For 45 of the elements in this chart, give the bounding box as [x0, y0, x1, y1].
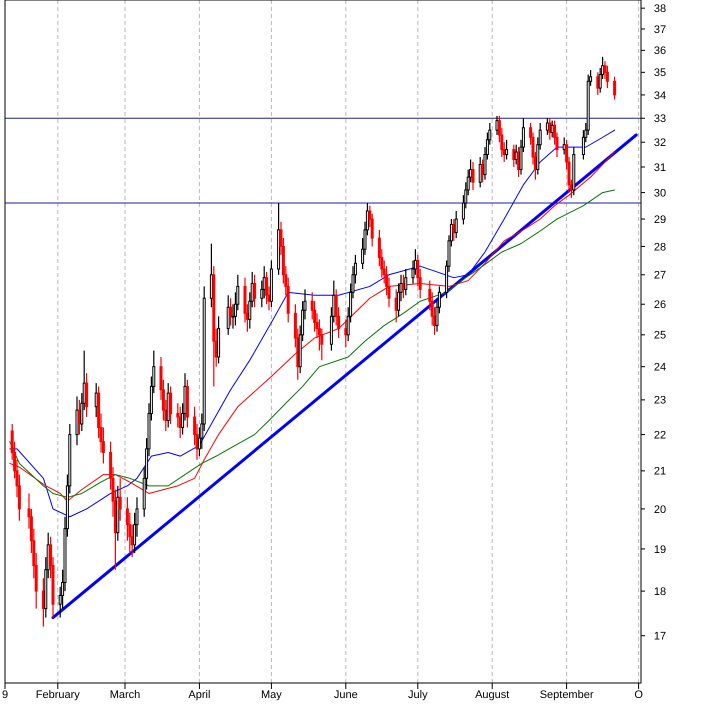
candlestick — [402, 274, 405, 299]
x-tick-label: O — [634, 689, 644, 701]
x-tick-label: September — [540, 689, 594, 701]
y-tick-label: 24 — [654, 362, 666, 374]
y-tick-label: 23 — [654, 394, 666, 407]
y-tick-label: 30 — [654, 187, 666, 200]
x-tick-label: April — [188, 689, 210, 701]
y-tick-label: 34 — [654, 90, 666, 102]
candlestick — [226, 294, 230, 336]
y-tick-label: 27 — [654, 270, 666, 282]
y-tick-label: 28 — [654, 241, 666, 254]
candlestick — [169, 386, 172, 425]
x-tick-label: May — [261, 689, 282, 701]
y-tick-label: 19 — [654, 544, 666, 556]
x-tick-label: July — [408, 689, 428, 701]
y-tick-label: 20 — [654, 504, 666, 516]
y-tick-label: 18 — [654, 586, 666, 598]
y-tick-label: 33 — [654, 113, 666, 126]
candlestick — [253, 274, 256, 308]
y-tick-label: 21 — [654, 466, 666, 478]
y-tick-label: 38 — [654, 3, 666, 16]
y-tick-label: 17 — [654, 630, 666, 643]
x-tick-label: 9 — [2, 689, 8, 701]
y-tick-label: 36 — [654, 45, 666, 58]
y-tick-label: 22 — [654, 429, 666, 442]
candlestick — [562, 136, 566, 156]
y-tick-label: 37 — [654, 24, 666, 36]
y-tick-label: 29 — [654, 214, 666, 226]
x-tick-label: February — [36, 689, 80, 701]
y-tick-label: 26 — [654, 299, 666, 312]
candlestick — [229, 298, 232, 326]
y-tick-label: 25 — [654, 330, 666, 342]
x-tick-label: March — [110, 689, 140, 701]
y-tick-label: 32 — [654, 137, 666, 150]
candlestick — [606, 65, 609, 89]
candlestick — [478, 156, 482, 188]
candlestick — [404, 268, 408, 296]
y-tick-label: 31 — [654, 162, 666, 174]
x-tick-label: June — [334, 689, 358, 701]
candlestick — [505, 139, 508, 160]
candlestick — [472, 161, 474, 191]
y-tick-label: 35 — [654, 67, 666, 80]
candlestick — [454, 210, 458, 239]
candlestick — [613, 76, 616, 100]
x-tick-label: August — [475, 689, 510, 701]
